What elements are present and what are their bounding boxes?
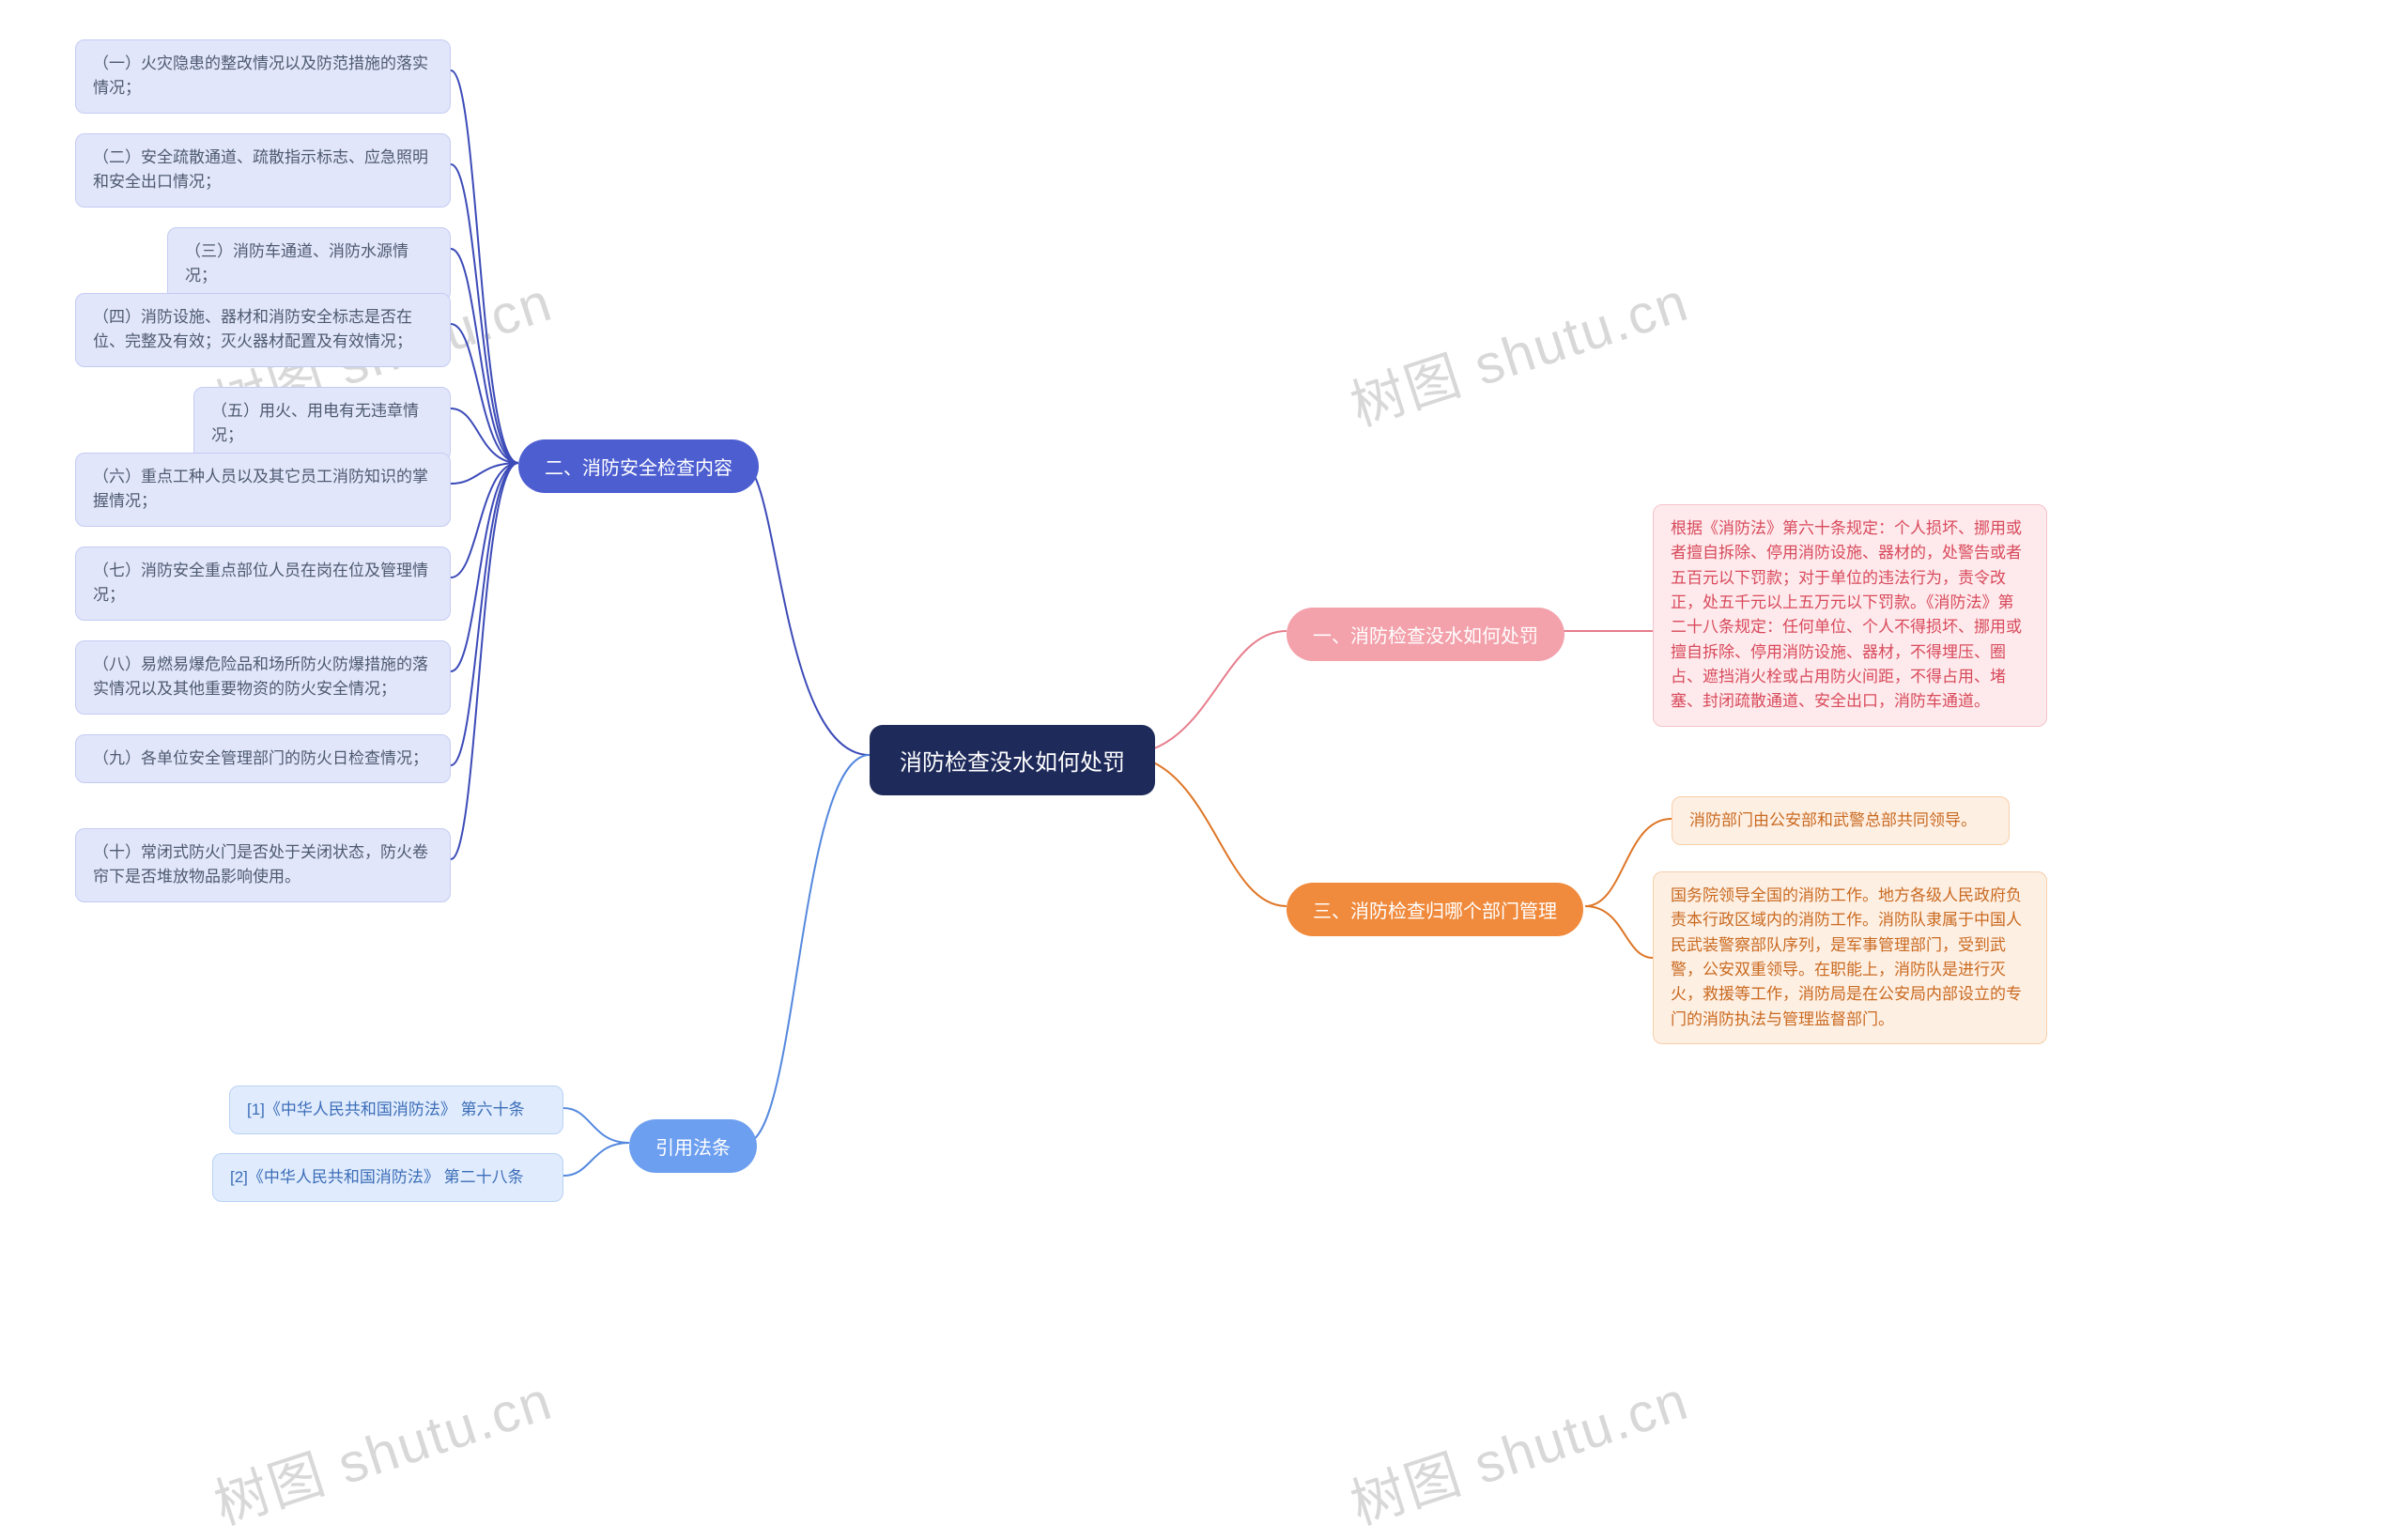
leaf-node[interactable]: （六）重点工种人员以及其它员工消防知识的掌握情况； (75, 453, 451, 527)
leaf-node[interactable]: [2]《中华人民共和国消防法》 第二十八条 (212, 1153, 563, 1202)
leaf-node[interactable]: （五）用火、用电有无违章情况； (193, 387, 451, 461)
watermark: 树图 shutu.cn (1339, 257, 1697, 440)
leaf-node[interactable]: （八）易燃易爆危险品和场所防火防爆措施的落实情况以及其他重要物资的防火安全情况； (75, 640, 451, 715)
leaf-node[interactable]: 国务院领导全国的消防工作。地方各级人民政府负责本行政区域内的消防工作。消防队隶属… (1653, 871, 2047, 1044)
leaf-node[interactable]: 根据《消防法》第六十条规定：个人损坏、挪用或者擅自拆除、停用消防设施、器材的，处… (1653, 504, 2047, 727)
branch-node-3[interactable]: 三、消防检查归哪个部门管理 (1287, 883, 1583, 936)
leaf-node[interactable]: 消防部门由公安部和武警总部共同领导。 (1672, 796, 2010, 845)
leaf-node[interactable]: （二）安全疏散通道、疏散指示标志、应急照明和安全出口情况； (75, 133, 451, 208)
leaf-node[interactable]: （四）消防设施、器材和消防安全标志是否在位、完整及有效；灭火器材配置及有效情况； (75, 293, 451, 367)
leaf-node[interactable]: （九）各单位安全管理部门的防火日检查情况； (75, 734, 451, 783)
leaf-node[interactable]: （一）火灾隐患的整改情况以及防范措施的落实情况； (75, 39, 451, 114)
branch-node-2[interactable]: 二、消防安全检查内容 (518, 439, 759, 493)
leaf-node[interactable]: [1]《中华人民共和国消防法》 第六十条 (229, 1086, 563, 1134)
branch-node-1[interactable]: 一、消防检查没水如何处罚 (1287, 608, 1564, 661)
leaf-node[interactable]: （三）消防车通道、消防水源情况； (167, 227, 451, 301)
leaf-node[interactable]: （十）常闭式防火门是否处于关闭状态，防火卷帘下是否堆放物品影响使用。 (75, 828, 451, 902)
watermark: 树图 shutu.cn (203, 1356, 561, 1539)
leaf-node[interactable]: （七）消防安全重点部位人员在岗在位及管理情况； (75, 547, 451, 621)
watermark: 树图 shutu.cn (1339, 1356, 1697, 1539)
connector-layer (0, 0, 2404, 1464)
root-node[interactable]: 消防检查没水如何处罚 (870, 725, 1155, 795)
branch-node-4[interactable]: 引用法条 (629, 1119, 757, 1173)
